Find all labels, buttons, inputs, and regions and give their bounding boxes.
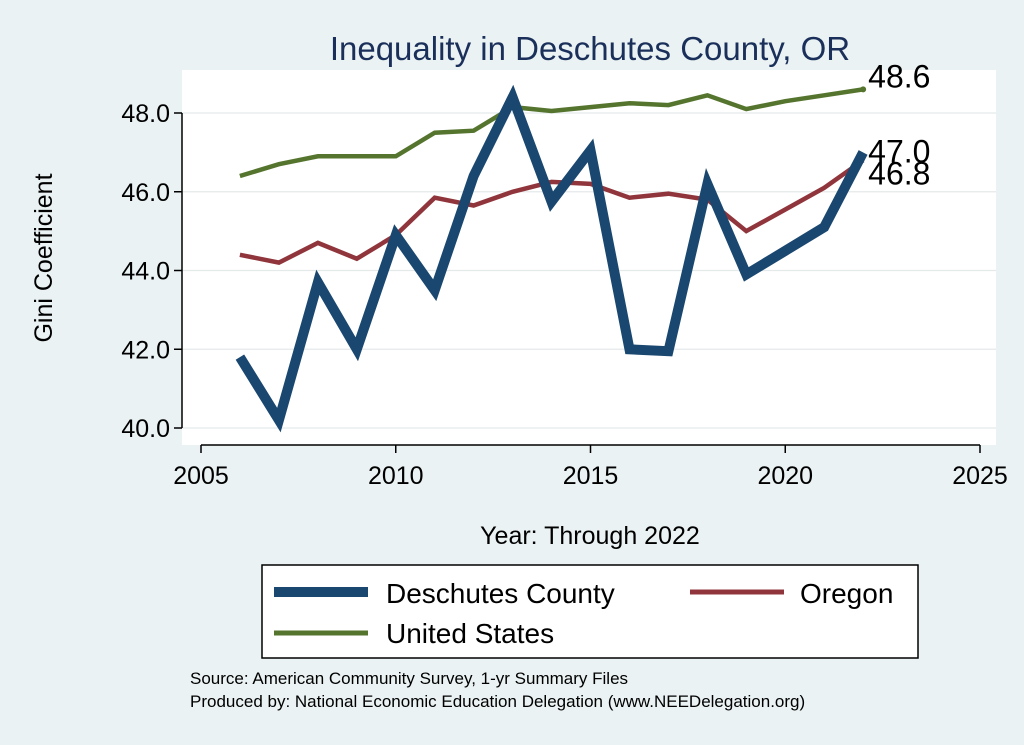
series-lines	[235, 84, 868, 433]
legend-label-united-states: United States	[386, 618, 554, 649]
x-tick-label: 2005	[173, 462, 229, 490]
x-tick-label: 2010	[368, 462, 424, 490]
y-tick-label: 46.0	[121, 179, 170, 207]
legend-label-oregon: Oregon	[800, 578, 893, 609]
series-line-united-states	[239, 87, 864, 179]
legend-label-deschutes: Deschutes County	[386, 578, 615, 609]
end-labels: 48.6 47.046.8	[868, 58, 930, 191]
series-line-deschutes-county	[235, 84, 868, 433]
end-label-oregon: 46.8	[868, 155, 930, 191]
x-axis-label: Year: Through 2022	[480, 522, 700, 550]
x-tick-label: 2025	[952, 462, 1008, 490]
y-axis-label: Gini Coefficient	[30, 173, 58, 342]
series-line-oregon	[239, 158, 865, 265]
x-tick-label: 2015	[563, 462, 619, 490]
y-tick-label: 42.0	[121, 336, 170, 364]
x-tick-label: 2020	[757, 462, 813, 490]
chart-title: Inequality in Deschutes County, OR	[330, 30, 850, 67]
y-tick-label: 48.0	[121, 100, 170, 128]
end-label-united-states: 48.6	[868, 58, 930, 94]
legend-box	[261, 564, 919, 659]
y-tick-label: 44.0	[121, 258, 170, 286]
end-point-united-states	[860, 86, 867, 93]
legend: Deschutes County Oregon United States	[261, 564, 919, 659]
gridlines	[182, 112, 996, 429]
plot-area	[182, 70, 996, 445]
source-note: Source: American Community Survey, 1-yr …	[190, 669, 628, 688]
end-label-deschutes-county: 47.0	[868, 133, 930, 169]
y-tick-label: 40.0	[121, 415, 170, 443]
produced-by-note: Produced by: National Economic Education…	[190, 692, 805, 711]
axes: 40.0 42.0 44.0 46.0 48.0 2005 2010 2015 2020 2025	[121, 100, 1007, 490]
